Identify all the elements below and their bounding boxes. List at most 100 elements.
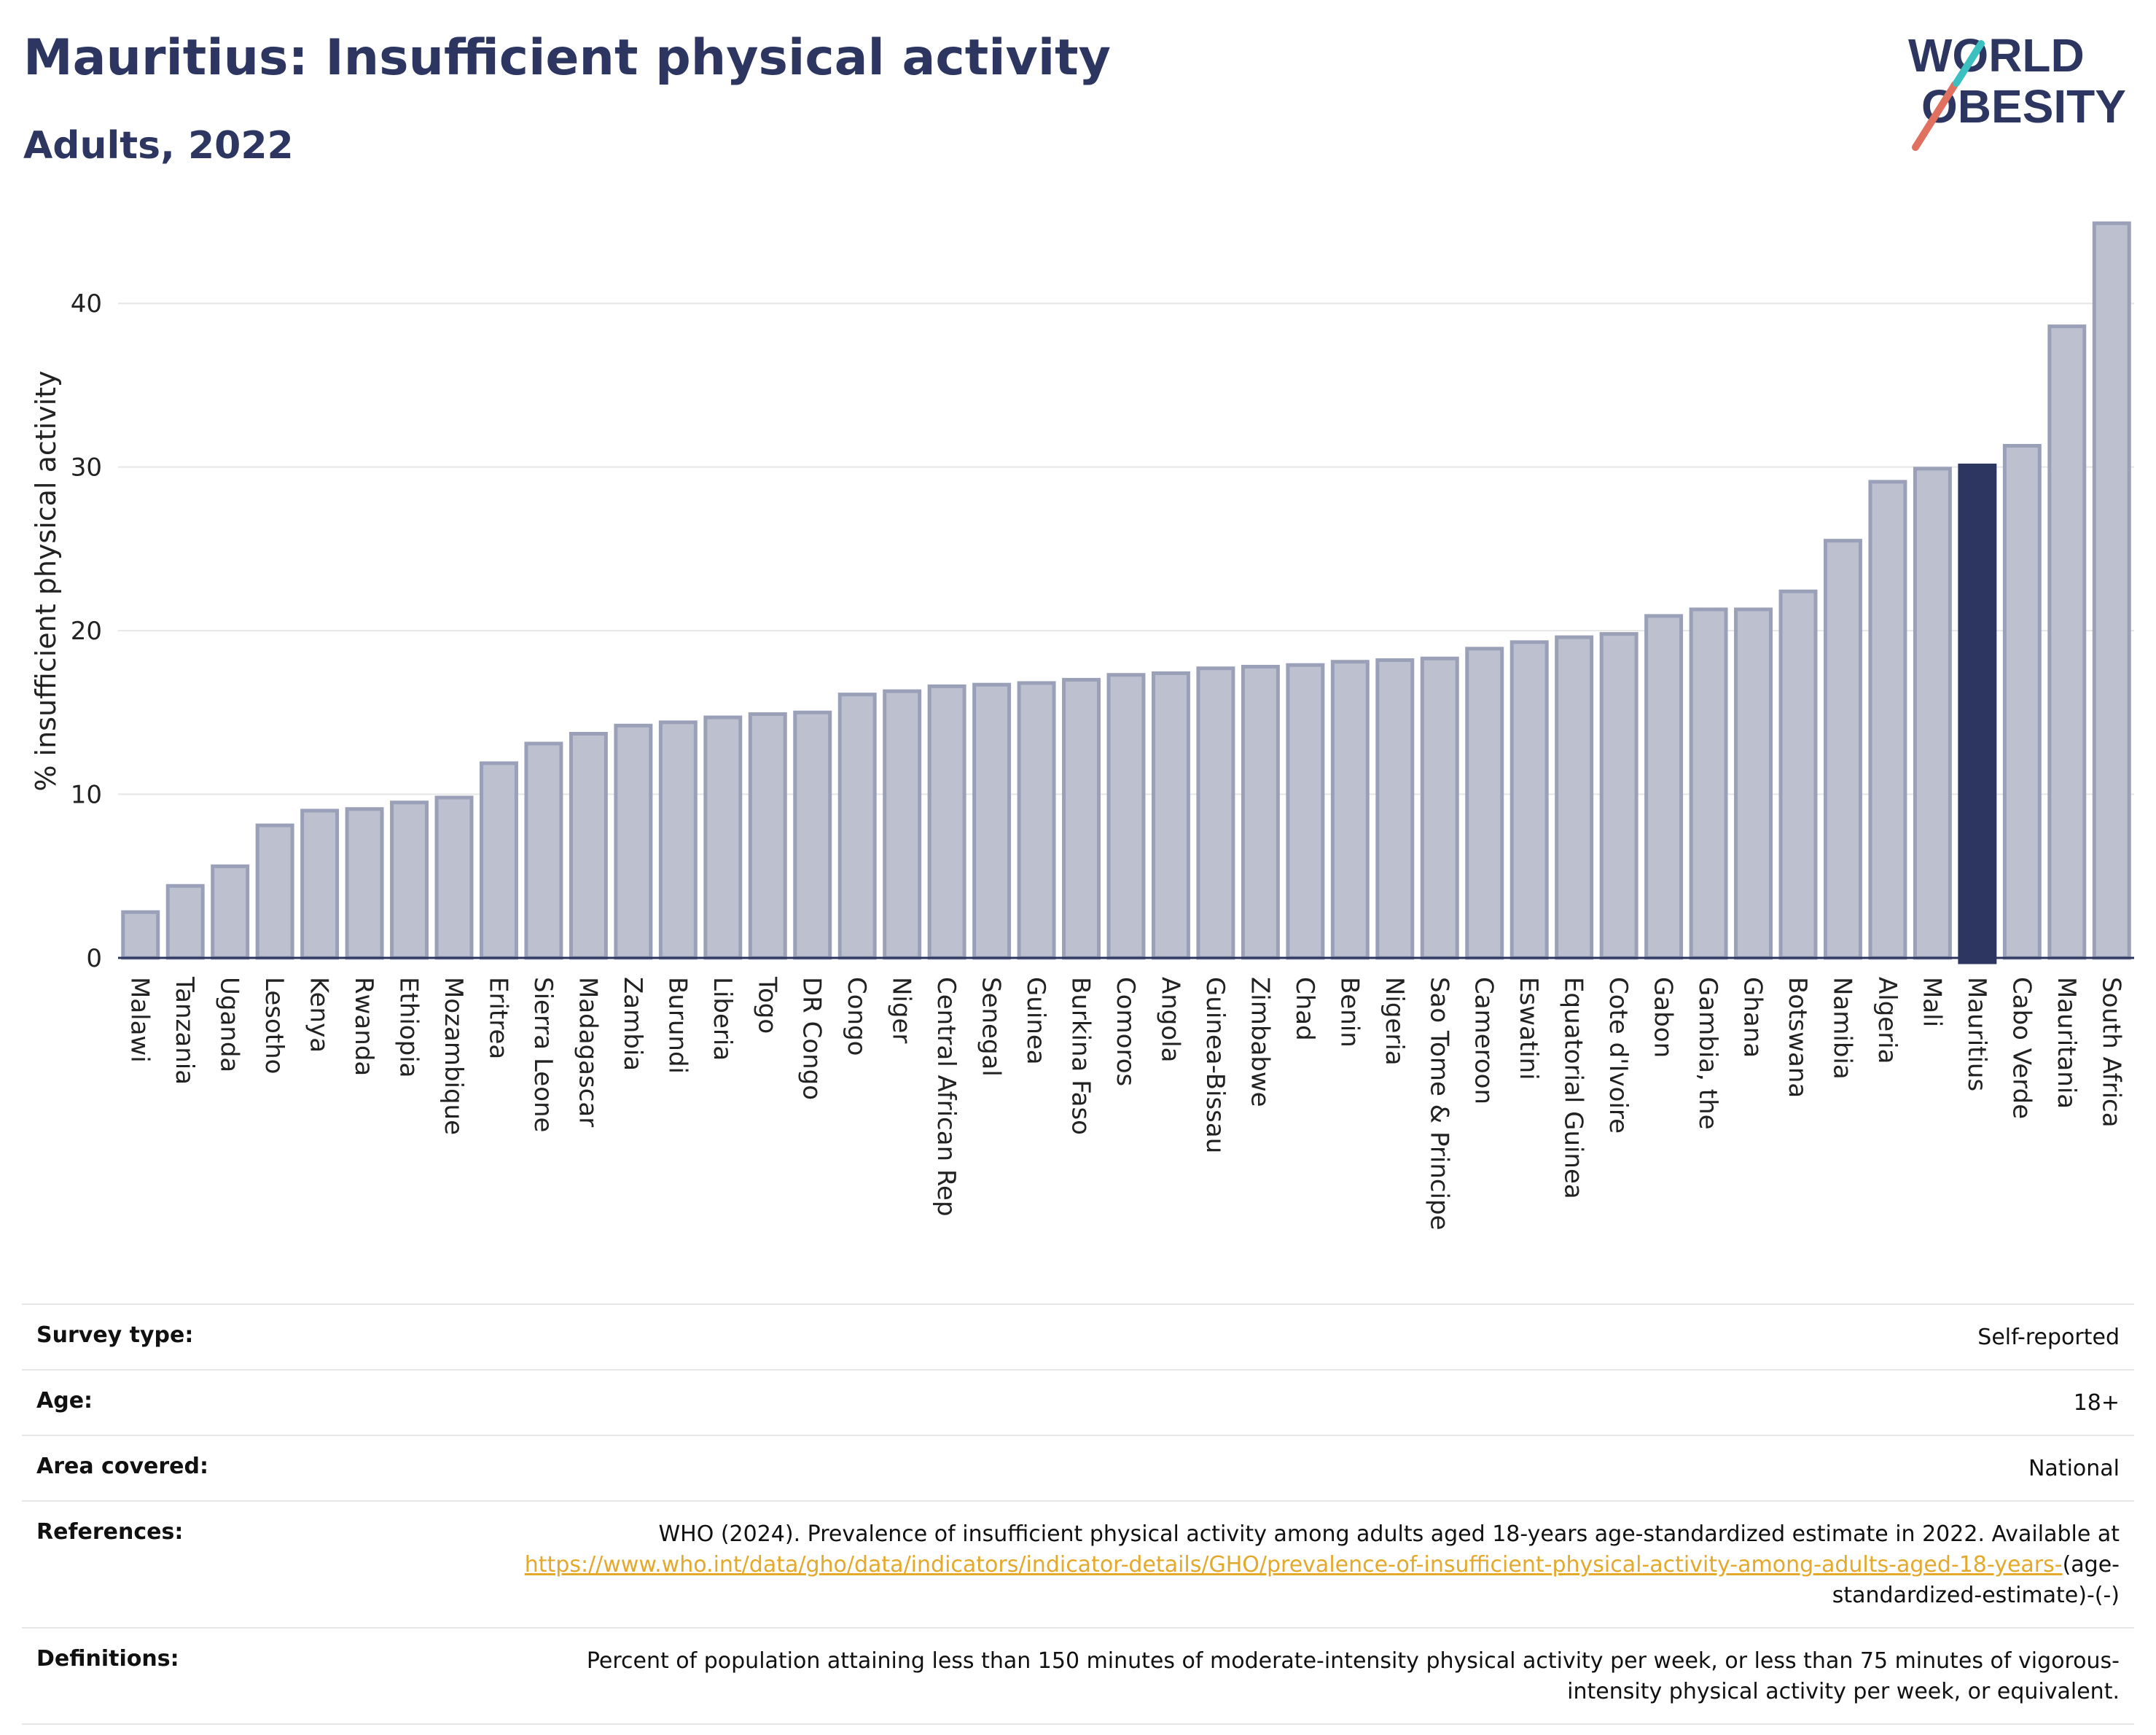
bar	[434, 795, 474, 960]
bar	[165, 884, 205, 960]
area-value: National	[2028, 1456, 2120, 1481]
x-tick-label: South Africa	[2096, 977, 2125, 1128]
x-tick-label: Nigeria	[1380, 977, 1409, 1066]
y-axis-label: % insufficient physical activity	[30, 370, 62, 791]
bar	[837, 693, 877, 960]
bar	[121, 910, 160, 960]
x-tick-label: DR Congo	[797, 977, 827, 1100]
x-tick-label: Angola	[1155, 977, 1184, 1062]
y-tick-label: 40	[71, 289, 102, 319]
x-tick-label: Kenya	[305, 977, 334, 1053]
age-value: 18+	[2073, 1390, 2120, 1416]
bar-highlight	[1958, 463, 1997, 964]
bar	[390, 800, 429, 960]
x-tick-label: Ghana	[1738, 977, 1768, 1058]
bar-chart: 0 10 20 30 40 % insufficient physical activit…	[30, 221, 2134, 1231]
references-value: WHO (2024). Prevalence of insufficient p…	[516, 1519, 2120, 1611]
bar	[2092, 221, 2131, 960]
chart-subtitle: Adults, 2022	[23, 124, 294, 168]
info-table: Survey type: Self-reported Age: 18+ Area…	[22, 1303, 2134, 1725]
x-tick-label: Togo	[752, 976, 781, 1034]
x-tick-label: Cameroon	[1469, 977, 1499, 1104]
world-obesity-logo: WORLD OBESITY	[1908, 29, 2126, 151]
bar	[793, 710, 832, 960]
bar	[345, 807, 384, 960]
x-tick-label: Gabon	[1649, 977, 1678, 1058]
x-tick-label: Sao Tome & Principe	[1424, 977, 1453, 1231]
x-tick-label: Gambia, the	[1693, 977, 1722, 1130]
bar	[1151, 671, 1190, 960]
bar	[1286, 663, 1325, 960]
bar	[211, 864, 250, 960]
bar	[1017, 681, 1056, 960]
bar	[1823, 539, 1862, 960]
x-tick-label: Tanzania	[170, 976, 199, 1085]
x-tick-label: Benin	[1335, 977, 1364, 1048]
x-tick-label: Cabo Verde	[2007, 977, 2036, 1119]
x-tick-label: Niger	[887, 977, 916, 1043]
x-tick-label: Lesotho	[259, 977, 289, 1074]
info-row-references: References: WHO (2024). Prevalence of in…	[22, 1500, 2134, 1627]
x-tick-label: Zimbabwe	[1245, 977, 1274, 1107]
age-label: Age:	[36, 1388, 93, 1414]
x-tick-label: Uganda	[215, 977, 244, 1072]
bar	[1689, 607, 1728, 960]
y-tick-label: 0	[86, 944, 102, 973]
chart-title: Mauritius: Insufficient physical activit…	[23, 29, 1111, 87]
x-tick-label: Comoros	[1111, 977, 1140, 1086]
logo-text-world: WORLD	[1908, 29, 2085, 82]
area-label: Area covered:	[36, 1454, 208, 1479]
bar	[1913, 467, 1952, 960]
info-row-survey-type: Survey type: Self-reported	[22, 1303, 2134, 1369]
x-tick-label: Botswana	[1783, 977, 1812, 1098]
x-tick-label: Zambia	[618, 977, 647, 1071]
bar	[2002, 443, 2042, 960]
x-tick-label: Guinea-Bissau	[1200, 977, 1230, 1153]
bar	[1241, 664, 1280, 960]
bar	[255, 823, 294, 960]
x-tick-label: Chad	[1290, 977, 1319, 1041]
bar	[2047, 324, 2087, 960]
x-tick-label: Burundi	[663, 977, 692, 1074]
x-tick-label: Liberia	[708, 977, 737, 1061]
bar	[1555, 635, 1594, 960]
bar	[1106, 673, 1146, 960]
y-tick-label: 20	[71, 617, 102, 646]
bar	[524, 741, 563, 960]
definitions-value: Percent of population attaining less tha…	[586, 1648, 2120, 1704]
y-tick-label: 10	[71, 781, 102, 810]
survey-type-value: Self-reported	[1977, 1325, 2120, 1350]
y-tick-label: 30	[71, 453, 102, 483]
x-tick-label: Equatorial Guinea	[1559, 977, 1588, 1199]
references-tail: (age-standardized-estimate)-(-)	[1832, 1552, 2120, 1608]
x-tick-label: Ethiopia	[394, 977, 423, 1077]
bar	[883, 689, 922, 960]
info-row-definitions: Definitions: Percent of population attai…	[22, 1627, 2134, 1725]
bar	[1375, 658, 1415, 960]
bar	[748, 712, 787, 960]
bar	[658, 720, 698, 960]
bar	[1062, 677, 1101, 960]
references-link[interactable]: https://www.who.int/data/gho/data/indica…	[524, 1552, 2063, 1578]
x-tick-label: Malawi	[125, 977, 155, 1063]
info-row-area: Area covered: National	[22, 1435, 2134, 1500]
x-tick-label: Eritrea	[483, 977, 512, 1059]
x-tick-label: Burkina Faso	[1066, 977, 1095, 1135]
bar	[479, 761, 518, 960]
x-tick-label: Mauritania	[2052, 977, 2081, 1109]
info-row-age: Age: 18+	[22, 1369, 2134, 1435]
logo-slash-red	[1912, 81, 1958, 151]
x-tick-label: Eswatini	[1514, 977, 1543, 1080]
bar	[614, 723, 653, 960]
logo-slash-teal	[1953, 40, 1985, 87]
bar	[300, 808, 340, 960]
bar	[1509, 640, 1549, 960]
bar	[703, 715, 743, 960]
bar	[569, 732, 608, 960]
bar	[1196, 666, 1235, 960]
bar	[1778, 589, 1818, 960]
bar	[1465, 647, 1504, 960]
bar	[1330, 660, 1370, 960]
bar	[1734, 607, 1773, 960]
bar	[1599, 632, 1639, 960]
